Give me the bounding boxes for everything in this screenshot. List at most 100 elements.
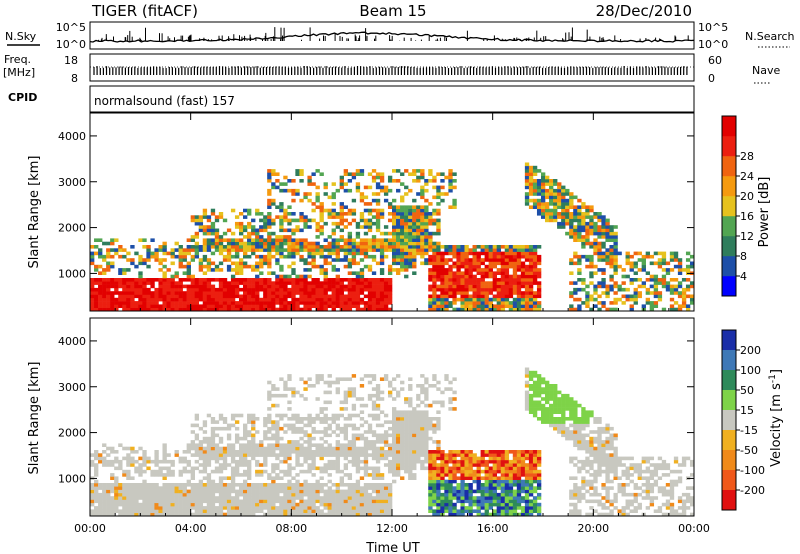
data-cell [416, 225, 421, 229]
data-cell [271, 512, 276, 517]
data-cell [629, 268, 634, 272]
data-cell [303, 268, 308, 272]
data-cell [154, 506, 159, 510]
data-cell [198, 426, 204, 431]
data-cell [359, 278, 365, 282]
data-cell [218, 281, 224, 285]
data-cell [122, 291, 127, 295]
data-cell [327, 284, 332, 289]
data-cell [408, 384, 413, 388]
data-cell [508, 245, 514, 249]
data-cell [279, 496, 284, 500]
data-cell [573, 238, 578, 242]
data-cell [408, 235, 413, 239]
data-cell [126, 502, 131, 507]
data-cell [279, 489, 284, 494]
data-cell [299, 463, 304, 467]
data-cell [375, 248, 381, 252]
data-cell [319, 307, 324, 312]
data-cell [283, 430, 288, 434]
data-cell [516, 281, 522, 285]
data-cell [440, 271, 445, 275]
data-cell [363, 502, 369, 507]
data-cell [130, 278, 135, 282]
data-cell [263, 456, 268, 461]
data-cell [400, 436, 405, 441]
data-cell [428, 271, 433, 275]
data-cell [371, 377, 377, 381]
data-cell [142, 509, 147, 513]
data-cell [408, 430, 413, 434]
data-cell [263, 241, 268, 246]
data-cell [94, 499, 99, 504]
data-cell [307, 377, 312, 381]
data-cell [528, 268, 534, 272]
data-cell [347, 496, 353, 500]
data-cell [436, 195, 441, 200]
data-cell [400, 456, 405, 461]
data-cell [400, 459, 405, 464]
data-cell [343, 169, 349, 173]
data-cell [448, 274, 453, 279]
data-cell [335, 509, 340, 513]
data-cell [142, 287, 147, 292]
data-cell [234, 241, 240, 246]
data-cell [428, 231, 433, 236]
data-cell [267, 221, 272, 226]
data-cell [339, 413, 344, 418]
data-cell [307, 489, 312, 494]
data-cell [226, 281, 232, 285]
data-cell [287, 463, 292, 467]
data-cell [347, 413, 353, 418]
data-cell [339, 426, 344, 431]
data-cell [637, 284, 642, 289]
data-cell [275, 403, 280, 408]
data-cell [287, 281, 292, 285]
data-cell [263, 254, 268, 259]
data-cell [508, 254, 514, 259]
data-cell [375, 393, 381, 398]
data-cell [114, 486, 119, 490]
data-cell [198, 456, 204, 461]
data-cell [210, 483, 216, 487]
data-cell [597, 251, 602, 256]
data-cell [247, 291, 252, 295]
data-cell [500, 294, 506, 299]
data-cell [516, 261, 522, 266]
data-cell [549, 182, 554, 186]
data-cell [315, 301, 320, 305]
data-cell [355, 225, 361, 229]
data-cell [279, 307, 284, 312]
data-cell [532, 281, 538, 285]
data-cell [335, 499, 340, 504]
data-cell [259, 483, 264, 487]
data-cell [186, 443, 191, 447]
data-cell [408, 377, 413, 381]
data-cell [363, 459, 369, 464]
data-cell [150, 278, 155, 282]
data-cell [170, 291, 175, 295]
data-cell [440, 261, 445, 266]
data-cell [307, 287, 312, 292]
data-cell [299, 420, 304, 424]
data-cell [400, 254, 405, 259]
data-cell [174, 450, 179, 454]
data-cell [371, 473, 377, 477]
data-cell [452, 205, 457, 209]
data-cell [589, 297, 594, 302]
data-cell [303, 297, 308, 302]
data-cell [653, 287, 659, 292]
data-cell [508, 281, 514, 285]
data-cell [275, 496, 280, 500]
data-cell [484, 297, 489, 302]
data-cell [637, 291, 642, 295]
data-cell [134, 307, 139, 312]
data-cell [275, 499, 280, 504]
data-cell [323, 287, 328, 292]
data-cell [275, 281, 280, 285]
data-cell [279, 274, 284, 279]
data-cell [319, 231, 324, 236]
data-cell [327, 509, 332, 513]
data-cell [355, 489, 361, 494]
data-cell [343, 245, 349, 249]
